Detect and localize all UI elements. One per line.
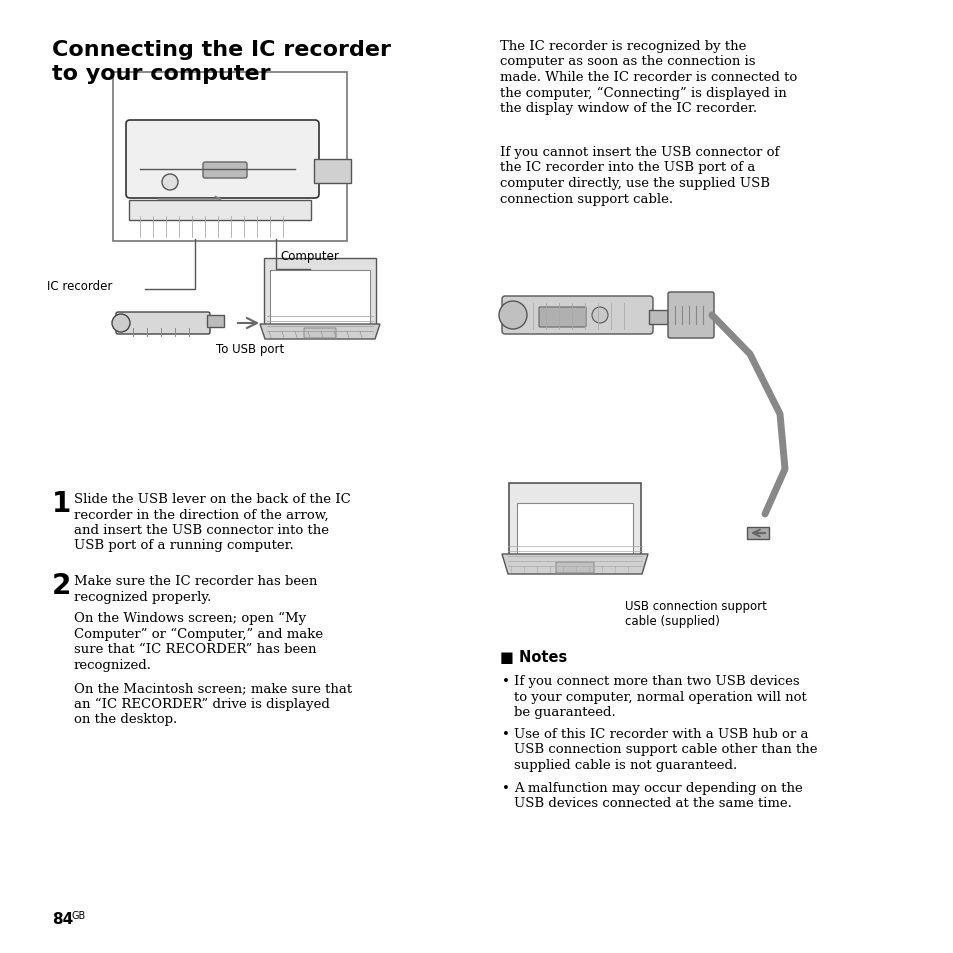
Text: Computer: Computer (280, 250, 339, 263)
Text: connection support cable.: connection support cable. (499, 193, 673, 205)
Text: If you connect more than two USB devices: If you connect more than two USB devices (514, 675, 799, 687)
FancyBboxPatch shape (517, 503, 633, 560)
Text: 84: 84 (52, 911, 73, 926)
FancyBboxPatch shape (126, 121, 318, 199)
Text: The IC recorder is recognized by the: The IC recorder is recognized by the (499, 40, 745, 53)
Text: sure that “IC RECORDER” has been: sure that “IC RECORDER” has been (74, 642, 316, 656)
Text: be guaranteed.: be guaranteed. (514, 705, 615, 719)
Text: USB connection support cable other than the: USB connection support cable other than … (514, 742, 817, 756)
Circle shape (498, 302, 526, 330)
Text: computer as soon as the connection is: computer as soon as the connection is (499, 55, 755, 69)
Text: GB: GB (71, 910, 86, 920)
FancyBboxPatch shape (116, 313, 210, 335)
Text: On the Macintosh screen; make sure that: On the Macintosh screen; make sure that (74, 681, 352, 695)
Text: 2: 2 (52, 572, 71, 599)
Text: To USB port: To USB port (215, 343, 284, 355)
Text: USB port of a running computer.: USB port of a running computer. (74, 539, 294, 552)
Text: A malfunction may occur depending on the: A malfunction may occur depending on the (514, 781, 801, 794)
FancyBboxPatch shape (501, 296, 652, 335)
Text: an “IC RECORDER” drive is displayed: an “IC RECORDER” drive is displayed (74, 697, 330, 710)
Text: Slide the USB lever on the back of the IC: Slide the USB lever on the back of the I… (74, 493, 351, 505)
Text: On the Windows screen; open “My: On the Windows screen; open “My (74, 612, 306, 624)
FancyArrowPatch shape (752, 530, 764, 537)
Text: recognized.: recognized. (74, 658, 152, 671)
FancyBboxPatch shape (667, 293, 713, 338)
FancyBboxPatch shape (649, 310, 668, 324)
FancyBboxPatch shape (556, 562, 594, 574)
FancyBboxPatch shape (538, 308, 585, 328)
Text: If you cannot insert the USB connector of: If you cannot insert the USB connector o… (499, 146, 779, 159)
Circle shape (592, 308, 607, 324)
Polygon shape (260, 325, 379, 339)
Text: to your computer: to your computer (52, 64, 271, 84)
Text: the display window of the IC recorder.: the display window of the IC recorder. (499, 102, 757, 115)
Text: •: • (501, 675, 509, 687)
Text: 1: 1 (52, 490, 71, 517)
Text: ■ Notes: ■ Notes (499, 649, 567, 664)
Text: and insert the USB connector into the: and insert the USB connector into the (74, 523, 329, 537)
Text: cable (supplied): cable (supplied) (624, 615, 720, 627)
FancyBboxPatch shape (270, 271, 370, 329)
Text: Connecting the IC recorder: Connecting the IC recorder (52, 40, 391, 60)
FancyArrowPatch shape (157, 197, 220, 203)
Circle shape (112, 314, 130, 333)
FancyBboxPatch shape (746, 527, 768, 539)
Text: •: • (501, 727, 509, 740)
Text: USB devices connected at the same time.: USB devices connected at the same time. (514, 797, 791, 810)
FancyBboxPatch shape (264, 258, 375, 326)
Text: supplied cable is not guaranteed.: supplied cable is not guaranteed. (514, 759, 737, 771)
Text: on the desktop.: on the desktop. (74, 712, 177, 725)
FancyBboxPatch shape (314, 160, 351, 184)
FancyBboxPatch shape (509, 483, 640, 556)
Text: Use of this IC recorder with a USB hub or a: Use of this IC recorder with a USB hub o… (514, 727, 807, 740)
Text: recorder in the direction of the arrow,: recorder in the direction of the arrow, (74, 508, 328, 521)
Text: made. While the IC recorder is connected to: made. While the IC recorder is connected… (499, 71, 797, 84)
FancyBboxPatch shape (129, 201, 311, 221)
Text: Computer” or “Computer,” and make: Computer” or “Computer,” and make (74, 627, 323, 640)
Text: the computer, “Connecting” is displayed in: the computer, “Connecting” is displayed … (499, 87, 786, 100)
FancyArrowPatch shape (237, 318, 256, 329)
FancyBboxPatch shape (208, 315, 224, 327)
Text: recognized properly.: recognized properly. (74, 590, 212, 603)
Text: computer directly, use the supplied USB: computer directly, use the supplied USB (499, 177, 769, 190)
Polygon shape (501, 555, 647, 575)
Circle shape (162, 174, 178, 191)
Text: IC recorder: IC recorder (47, 280, 112, 293)
Text: •: • (501, 781, 509, 794)
FancyBboxPatch shape (203, 163, 247, 179)
FancyBboxPatch shape (112, 73, 347, 242)
Text: the IC recorder into the USB port of a: the IC recorder into the USB port of a (499, 161, 755, 174)
Text: Make sure the IC recorder has been: Make sure the IC recorder has been (74, 575, 317, 587)
FancyBboxPatch shape (304, 329, 335, 338)
Text: USB connection support: USB connection support (624, 599, 766, 613)
Text: to your computer, normal operation will not: to your computer, normal operation will … (514, 690, 806, 702)
